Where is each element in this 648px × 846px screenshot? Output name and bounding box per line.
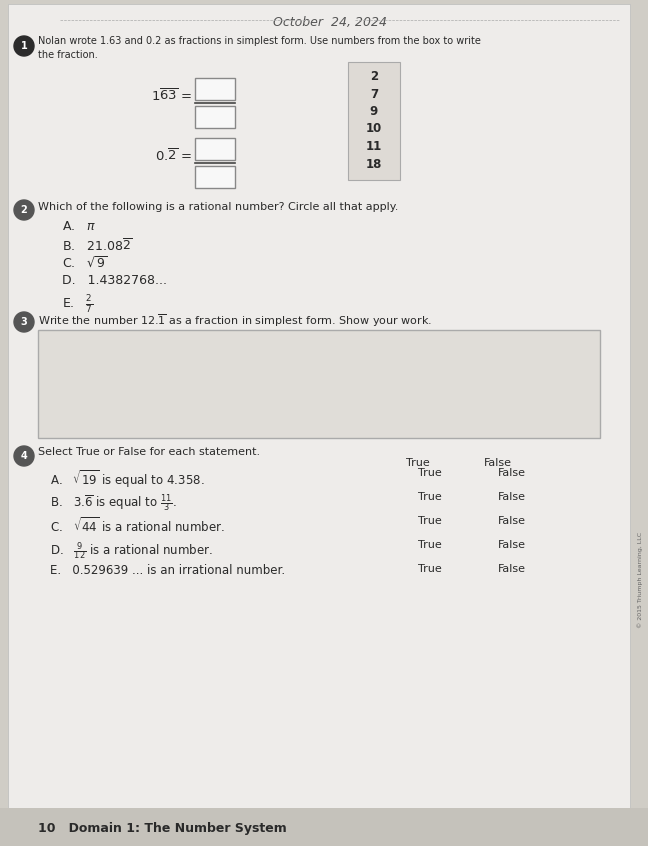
- Text: False: False: [498, 564, 526, 574]
- Text: C.   $\sqrt{9}$: C. $\sqrt{9}$: [62, 256, 108, 272]
- Text: False: False: [498, 492, 526, 502]
- Circle shape: [14, 36, 34, 56]
- Text: 18: 18: [366, 157, 382, 171]
- Text: 1$\overline{63}$ =: 1$\overline{63}$ =: [151, 88, 192, 104]
- FancyBboxPatch shape: [195, 138, 235, 160]
- FancyBboxPatch shape: [348, 62, 400, 180]
- Text: True: True: [418, 564, 442, 574]
- Text: 3: 3: [21, 317, 27, 327]
- FancyBboxPatch shape: [195, 106, 235, 128]
- Text: A.   $\pi$: A. $\pi$: [62, 220, 96, 233]
- FancyBboxPatch shape: [0, 808, 648, 846]
- Text: the fraction.: the fraction.: [38, 50, 98, 60]
- Text: 10   Domain 1: The Number System: 10 Domain 1: The Number System: [38, 822, 287, 835]
- Text: Which of the following is a rational number? Circle all that apply.: Which of the following is a rational num…: [38, 202, 399, 212]
- Text: 9: 9: [370, 105, 378, 118]
- Text: False: False: [498, 516, 526, 526]
- Text: D.   $\frac{9}{12}$ is a rational number.: D. $\frac{9}{12}$ is a rational number.: [50, 540, 213, 562]
- FancyBboxPatch shape: [195, 166, 235, 188]
- Text: False: False: [498, 540, 526, 550]
- Text: Select True or False for each statement.: Select True or False for each statement.: [38, 447, 260, 457]
- Text: Write the number 12.$\overline{1}$ as a fraction in simplest form. Show your wor: Write the number 12.$\overline{1}$ as a …: [38, 312, 432, 329]
- Circle shape: [14, 446, 34, 466]
- Circle shape: [14, 200, 34, 220]
- Text: 0.$\overline{2}$ =: 0.$\overline{2}$ =: [155, 148, 192, 164]
- Text: True: True: [418, 468, 442, 478]
- Text: © 2015 Triumph Learning, LLC: © 2015 Triumph Learning, LLC: [637, 532, 643, 628]
- Text: 2: 2: [21, 205, 27, 215]
- FancyBboxPatch shape: [38, 330, 600, 438]
- Text: October  24, 2024: October 24, 2024: [273, 16, 387, 29]
- Text: 10: 10: [366, 123, 382, 135]
- Circle shape: [14, 312, 34, 332]
- Text: B.   21.08$\overline{2}$: B. 21.08$\overline{2}$: [62, 238, 132, 254]
- Text: True: True: [418, 492, 442, 502]
- Text: 2: 2: [370, 70, 378, 83]
- Text: E.   $\frac{2}{7}$: E. $\frac{2}{7}$: [62, 293, 93, 315]
- Text: True: True: [406, 458, 430, 468]
- Text: D.   1.4382768...: D. 1.4382768...: [62, 274, 167, 287]
- Text: 4: 4: [21, 451, 27, 461]
- Text: B.   3.$\overline{6}$ is equal to $\frac{11}{3}$.: B. 3.$\overline{6}$ is equal to $\frac{1…: [50, 492, 177, 514]
- Text: Nolan wrote 1.63 and 0.2 as fractions in simplest form. Use numbers from the box: Nolan wrote 1.63 and 0.2 as fractions in…: [38, 36, 481, 46]
- Text: 7: 7: [370, 87, 378, 101]
- Text: C.   $\sqrt{44}$ is a rational number.: C. $\sqrt{44}$ is a rational number.: [50, 516, 225, 535]
- Text: 1: 1: [21, 41, 27, 51]
- FancyBboxPatch shape: [195, 78, 235, 100]
- Text: E.   0.529639 ... is an irrational number.: E. 0.529639 ... is an irrational number.: [50, 564, 285, 577]
- Text: A.   $\sqrt{19}$ is equal to 4.358.: A. $\sqrt{19}$ is equal to 4.358.: [50, 468, 205, 490]
- Text: False: False: [498, 468, 526, 478]
- Text: True: True: [418, 540, 442, 550]
- Text: True: True: [418, 516, 442, 526]
- Text: False: False: [484, 458, 512, 468]
- Text: 11: 11: [366, 140, 382, 153]
- FancyBboxPatch shape: [8, 4, 630, 832]
